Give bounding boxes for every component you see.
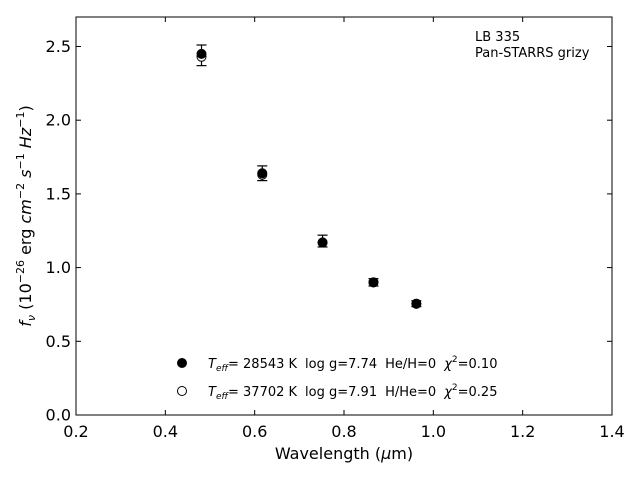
legend-2-teff-label: T	[208, 385, 217, 400]
y-tick-label: 2.5	[46, 37, 71, 56]
model-point-filled	[257, 168, 268, 179]
x-tick-label: 0.2	[63, 422, 88, 441]
model-point-filled	[411, 298, 422, 309]
legend-entry-2: Teff= 37702 K log g=7.91 H/He=0 χ2=0.25	[208, 383, 497, 402]
y-tick-label: 0.5	[46, 332, 71, 351]
y-tick-label: 1.0	[46, 258, 71, 277]
legend-2-chi-label: χ	[443, 385, 453, 400]
y-tick-label: 0.0	[46, 406, 71, 425]
x-tick-label: 1.0	[421, 422, 446, 441]
x-tick-label: 0.8	[331, 422, 356, 441]
y-tick-label: 2.0	[46, 111, 71, 130]
legend-1-chi-label: χ	[443, 357, 453, 372]
legend-1-chi-value: =0.10	[458, 357, 498, 372]
x-axis-title: Wavelength (μm)	[275, 444, 413, 463]
legend-1-teff-value: = 28543 K	[228, 357, 298, 372]
legend-marker-filled	[177, 358, 187, 368]
legend-1-teff-label: T	[208, 357, 217, 372]
legend-1-logg: log g=7.74	[305, 357, 377, 372]
legend-2-logg: log g=7.91	[305, 385, 377, 400]
plot-frame	[75, 16, 613, 416]
model-point-filled	[368, 277, 379, 288]
legend-2-chi-sup: 2	[452, 383, 458, 393]
annotation-survey: Pan-STARRS grizy	[475, 46, 590, 61]
annotation-object-name: LB 335	[475, 30, 520, 45]
legend-2-teff-value: = 37702 K	[228, 385, 298, 400]
model-point-filled	[317, 237, 328, 248]
x-tick-label: 0.6	[242, 422, 267, 441]
x-tick-label: 0.4	[153, 422, 178, 441]
x-tick-label: 1.4	[599, 422, 624, 441]
y-axis-title: fν (10−26 erg cm−2 s−1 Hz−1)	[14, 105, 38, 326]
x-tick-label: 1.2	[510, 422, 535, 441]
y-tick-label: 1.5	[46, 184, 71, 203]
legend-2-comp: H/He=0	[385, 385, 436, 400]
legend-1-comp: He/H=0	[385, 357, 436, 372]
legend-2-chi-value: =0.25	[458, 385, 498, 400]
model-point-filled	[196, 48, 207, 59]
legend-1-teff-sub: eff	[216, 364, 230, 374]
legend-2-teff-sub: eff	[216, 392, 230, 402]
legend-1-chi-sup: 2	[452, 355, 458, 365]
legend-entry-1: Teff= 28543 K log g=7.74 He/H=0 χ2=0.10	[208, 355, 497, 374]
legend-marker-open	[177, 386, 187, 396]
axis-ticks: 0.2 0.4 0.6 0.8 1.0 1.2 1.4 0.0 0.5 1.0 1.5 2.0 2.5	[46, 17, 625, 441]
chart-marks	[196, 44, 422, 309]
